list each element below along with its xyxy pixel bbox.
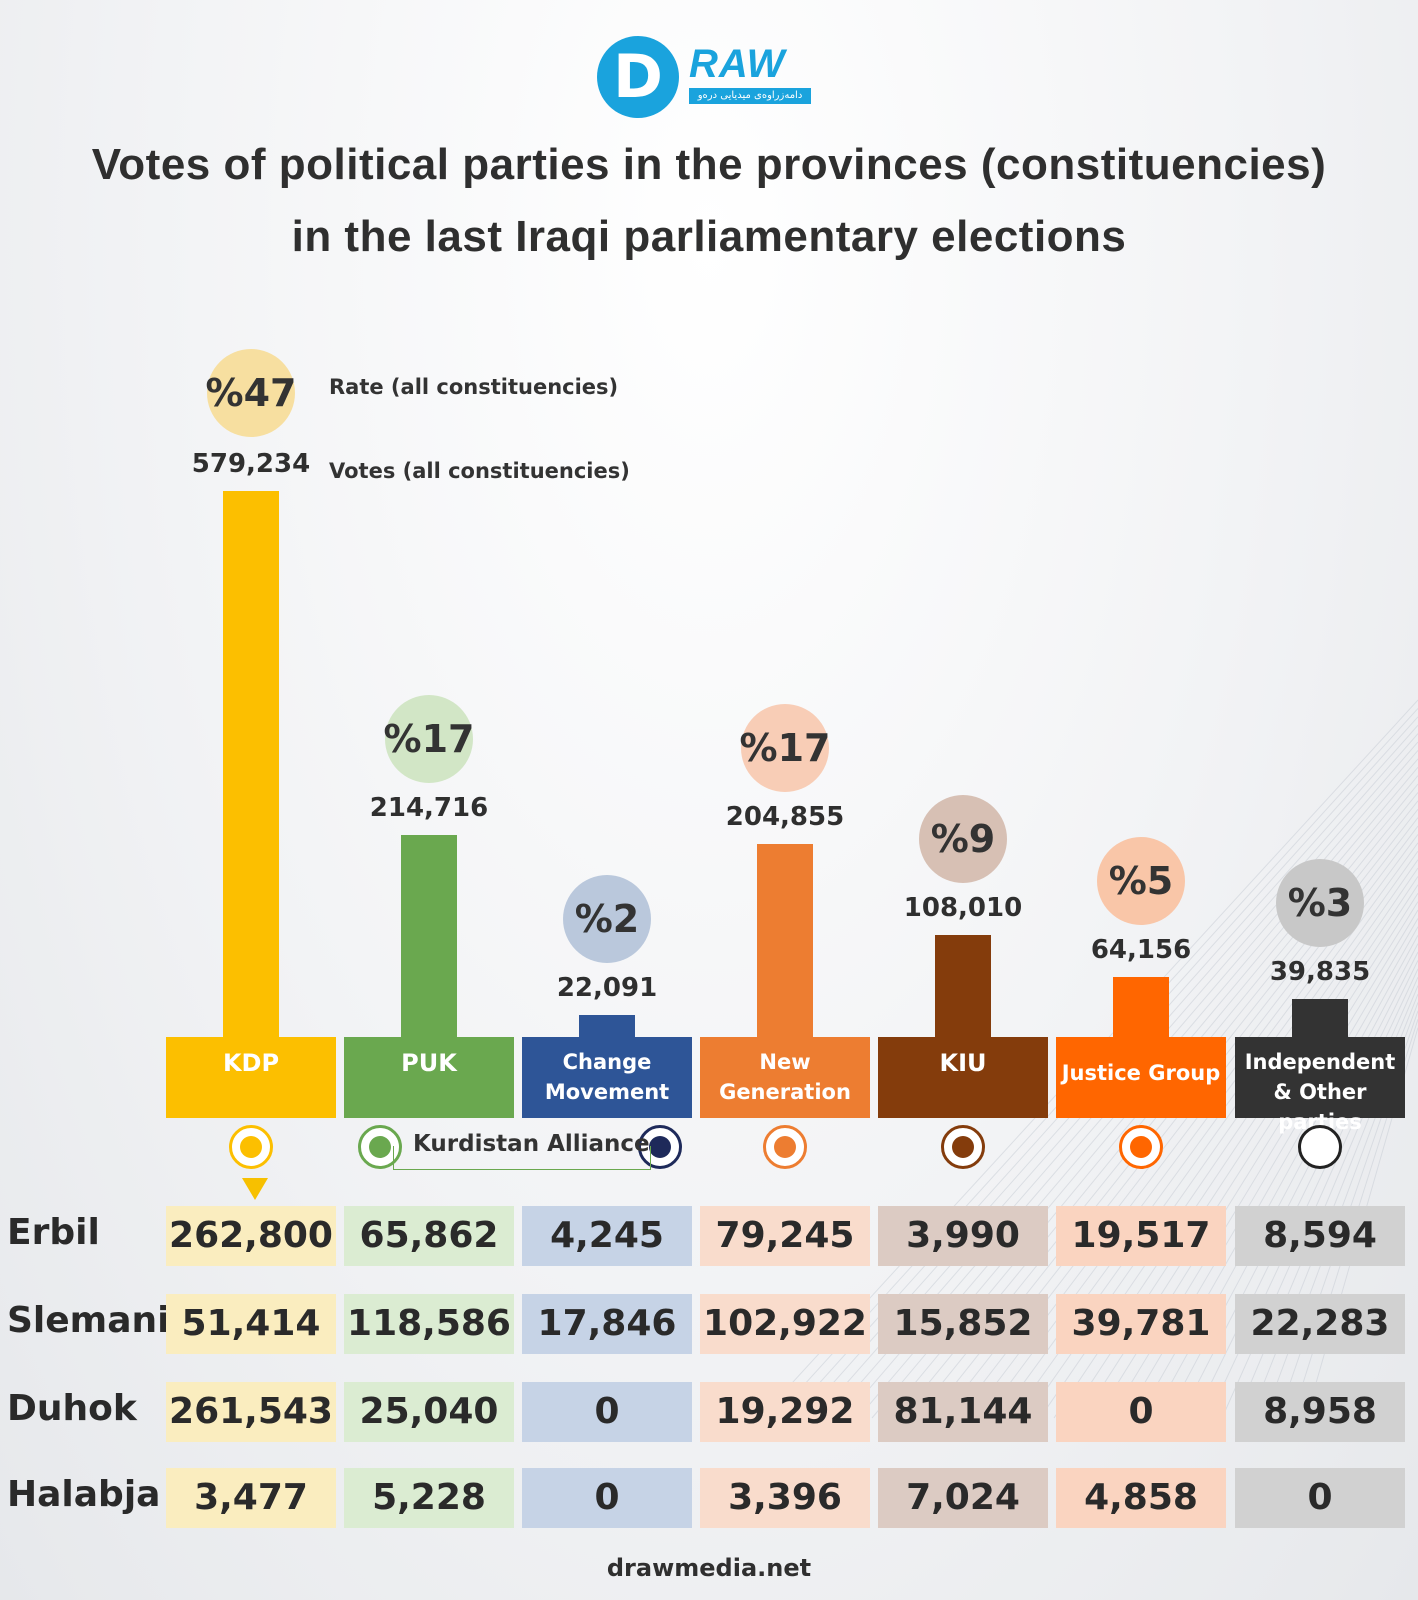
table-cell: 81,144 xyxy=(878,1382,1048,1442)
party-emblem-justice-group-icon xyxy=(1119,1125,1163,1169)
table-cell: 7,024 xyxy=(878,1468,1048,1528)
province-label-slemani: Slemani xyxy=(7,1300,170,1341)
vote-total-kdp: 579,234 xyxy=(191,449,311,479)
province-label-halabja: Halabja xyxy=(7,1474,161,1515)
alliance-label: Kurdistan Alliance xyxy=(413,1131,650,1157)
bar-puk xyxy=(401,835,457,1037)
bar-new-generation xyxy=(757,844,813,1037)
province-label-erbil: Erbil xyxy=(7,1212,100,1253)
logo-word: RAW xyxy=(689,42,786,86)
rate-circle-kdp: %47 xyxy=(206,349,296,437)
table-cell: 19,292 xyxy=(700,1382,870,1442)
table-cell: 5,228 xyxy=(344,1468,514,1528)
rate-circle-puk: %17 xyxy=(384,695,474,783)
emblem-center xyxy=(774,1136,796,1158)
party-emblem-kiu-icon xyxy=(941,1125,985,1169)
bar-justice-group xyxy=(1113,977,1169,1037)
table-cell: 118,586 xyxy=(344,1294,514,1354)
deco-line xyxy=(1193,960,1418,1419)
table-cell: 8,958 xyxy=(1235,1382,1405,1442)
table-cell: 4,858 xyxy=(1056,1468,1226,1528)
party-label-new-generation: New Generation xyxy=(700,1037,870,1118)
vote-total-kiu: 108,010 xyxy=(903,893,1023,923)
party-emblem-independent-icon xyxy=(1298,1125,1342,1169)
vote-total-puk: 214,716 xyxy=(369,793,489,823)
rate-circle-change-movement: %2 xyxy=(563,875,651,963)
table-cell: 25,040 xyxy=(344,1382,514,1442)
bar-kdp xyxy=(223,491,279,1037)
logo-tagline: دامەزراوەی میدیایی درەو xyxy=(689,88,811,104)
party-label-kdp: KDP xyxy=(166,1037,336,1118)
table-cell: 3,477 xyxy=(166,1468,336,1528)
table-cell: 0 xyxy=(522,1382,692,1442)
party-label-independent: Independent & Other parties xyxy=(1235,1037,1405,1134)
table-cell: 79,245 xyxy=(700,1206,870,1266)
party-emblem-new-generation-icon xyxy=(763,1125,807,1169)
table-cell: 19,517 xyxy=(1056,1206,1226,1266)
bar-change-movement xyxy=(579,1015,635,1037)
table-cell: 8,594 xyxy=(1235,1206,1405,1266)
table-cell: 15,852 xyxy=(878,1294,1048,1354)
party-emblem-change-movement-icon xyxy=(638,1125,682,1169)
table-cell: 17,846 xyxy=(522,1294,692,1354)
emblem-center xyxy=(1130,1136,1152,1158)
page-title-line2: in the last Iraqi parliamentary election… xyxy=(291,212,1127,261)
table-cell: 0 xyxy=(1235,1468,1405,1528)
rate-circle-independent: %3 xyxy=(1276,859,1364,947)
party-label-kiu: KIU xyxy=(878,1037,1048,1118)
legend-votes-label: Votes (all constituencies) xyxy=(329,459,630,483)
table-cell: 261,543 xyxy=(166,1382,336,1442)
table-cell: 65,862 xyxy=(344,1206,514,1266)
emblem-center xyxy=(649,1136,671,1158)
rate-circle-justice-group: %5 xyxy=(1097,837,1185,925)
province-label-duhok: Duhok xyxy=(7,1388,137,1429)
rate-circle-kiu: %9 xyxy=(919,795,1007,883)
table-cell: 22,283 xyxy=(1235,1294,1405,1354)
table-cell: 102,922 xyxy=(700,1294,870,1354)
emblem-center xyxy=(952,1136,974,1158)
table-cell: 0 xyxy=(1056,1382,1226,1442)
pointer-triangle-icon xyxy=(242,1178,268,1200)
vote-total-independent: 39,835 xyxy=(1269,957,1371,987)
vote-total-justice-group: 64,156 xyxy=(1090,935,1192,965)
page-title-line1: Votes of political parties in the provin… xyxy=(91,140,1327,189)
logo-letter: D xyxy=(597,36,679,118)
party-emblem-puk-icon xyxy=(358,1125,402,1169)
bar-kiu xyxy=(935,935,991,1037)
party-label-change-movement: Change Movement xyxy=(522,1037,692,1118)
bar-independent xyxy=(1292,999,1348,1037)
party-label-justice-group: Justice Group xyxy=(1056,1037,1226,1118)
party-emblem-kdp-icon xyxy=(229,1125,273,1169)
vote-total-new-generation: 204,855 xyxy=(725,802,845,832)
emblem-center xyxy=(369,1136,391,1158)
footer-website: drawmedia.net xyxy=(606,1554,812,1582)
table-cell: 51,414 xyxy=(166,1294,336,1354)
party-label-puk: PUK xyxy=(344,1037,514,1118)
vote-total-change-movement: 22,091 xyxy=(556,973,658,1003)
table-cell: 3,396 xyxy=(700,1468,870,1528)
table-cell: 0 xyxy=(522,1468,692,1528)
emblem-center xyxy=(240,1136,262,1158)
table-cell: 3,990 xyxy=(878,1206,1048,1266)
rate-circle-new-generation: %17 xyxy=(740,704,830,792)
table-cell: 262,800 xyxy=(166,1206,336,1266)
table-cell: 39,781 xyxy=(1056,1294,1226,1354)
draw-logo: D RAW دامەزراوەی میدیایی درەو xyxy=(597,32,817,118)
legend-rate-label: Rate (all constituencies) xyxy=(329,375,619,399)
table-cell: 4,245 xyxy=(522,1206,692,1266)
alliance-bracket xyxy=(393,1146,651,1170)
